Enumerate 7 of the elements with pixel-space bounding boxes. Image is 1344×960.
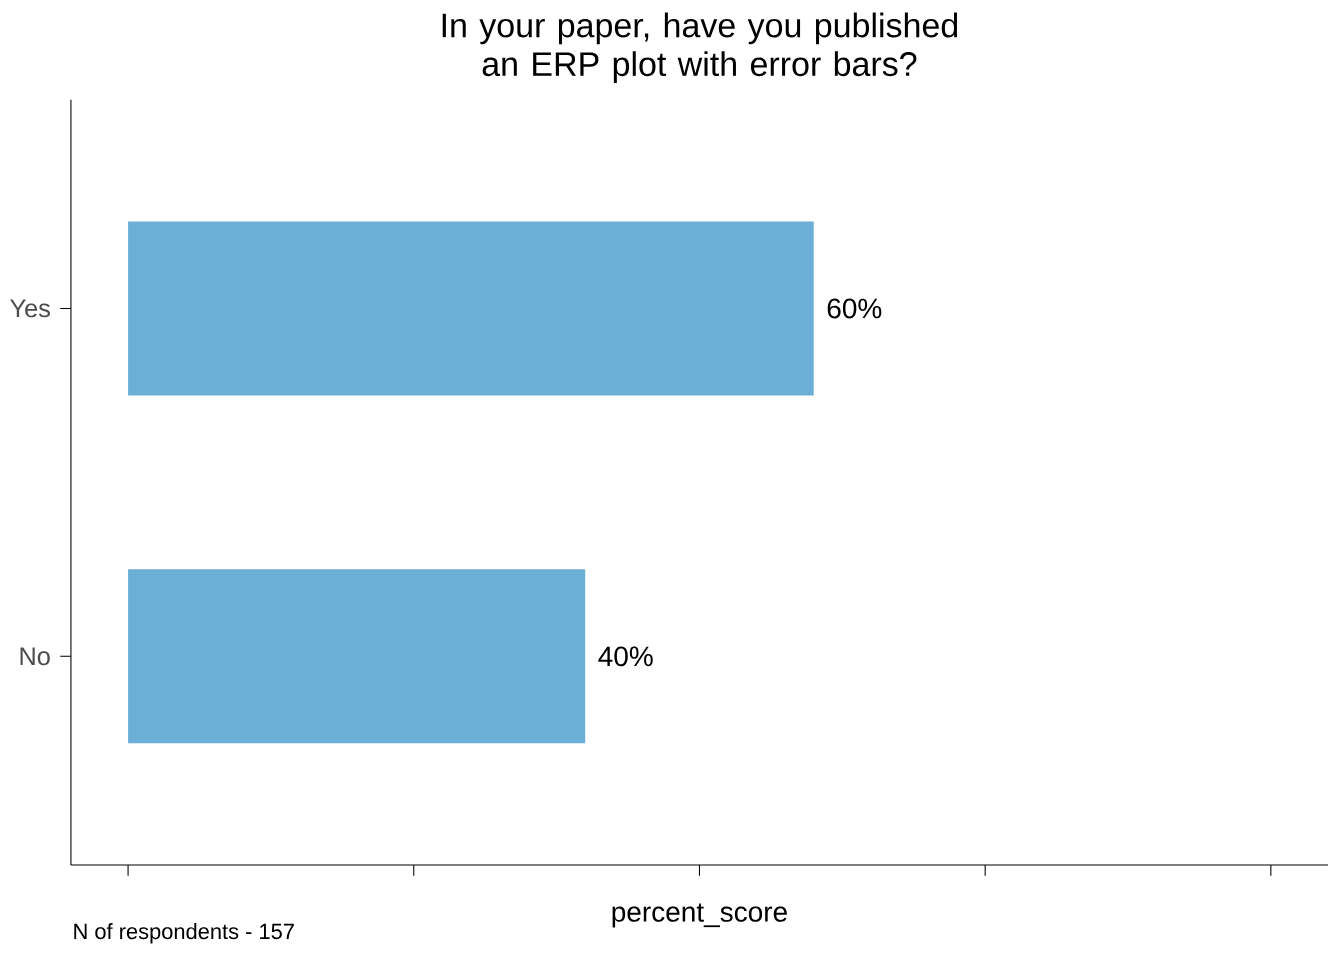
y-tick-label: No — [20, 647, 50, 666]
data-label: 60% — [827, 298, 882, 319]
text: N of respondents - 157 — [74, 923, 294, 944]
chart-title: In your paper, have you published an ERP plot with error bars? — [442, 12, 958, 83]
data-label: 40% — [598, 646, 653, 667]
x-axis-title: percent_score — [612, 903, 787, 928]
y-tick-label: Yes — [10, 299, 50, 318]
